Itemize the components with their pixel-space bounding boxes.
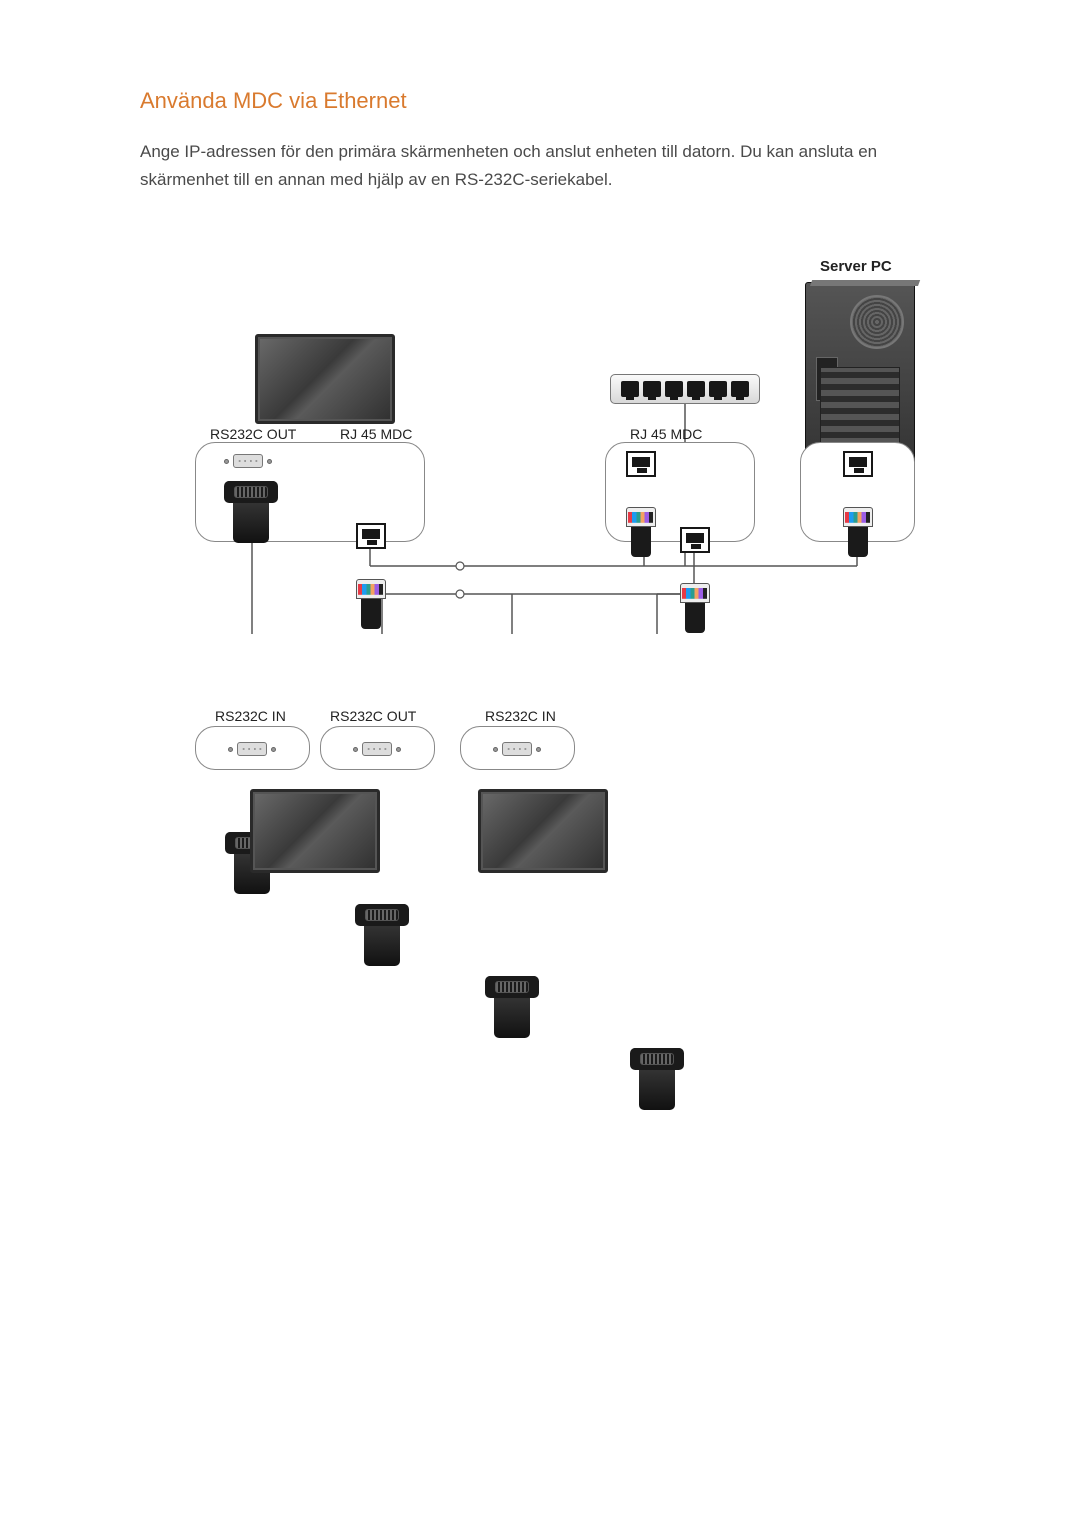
- rj45-port-icon: [843, 451, 873, 477]
- db9-port-icon: [353, 739, 401, 759]
- rj45-plug-icon: [626, 507, 656, 557]
- monitor-top-icon: [255, 334, 395, 424]
- rs232c-out-mid-label: RS232C OUT: [330, 708, 416, 724]
- port-group-e: [320, 726, 435, 770]
- db9-port-icon: [493, 739, 541, 759]
- serial-connector-icon: [630, 1048, 684, 1110]
- rj45-mdc-left-label: RJ 45 MDC: [340, 426, 412, 442]
- section-body-text: Ange IP-adressen för den primära skärmen…: [140, 138, 940, 194]
- rj45-plug-icon: [356, 579, 386, 629]
- serial-connector-icon: [485, 976, 539, 1038]
- server-pc-label: Server PC: [820, 258, 892, 275]
- db9-port-icon: [228, 739, 276, 759]
- connection-diagram: Server PC RS232C OUT RJ 45 MDC RJ 45 MDC: [160, 234, 960, 914]
- port-group-c: [800, 442, 915, 542]
- rj45-port-icon: [680, 527, 710, 553]
- port-group-d: [195, 726, 310, 770]
- rj45-mdc-right-label: RJ 45 MDC: [630, 426, 702, 442]
- serial-connector-icon: [355, 904, 409, 966]
- port-group-a: [195, 442, 425, 542]
- port-group-b: [605, 442, 755, 542]
- monitor-bottom-right-icon: [478, 789, 608, 873]
- rj45-port-icon: [356, 523, 386, 549]
- rs232c-out-top-label: RS232C OUT: [210, 426, 296, 442]
- monitor-bottom-left-icon: [250, 789, 380, 873]
- port-group-f: [460, 726, 575, 770]
- rs232c-in-right-label: RS232C IN: [485, 708, 556, 724]
- serial-connector-icon: [224, 481, 278, 543]
- db9-port-icon: [224, 451, 272, 471]
- section-heading: Använda MDC via Ethernet: [140, 88, 940, 114]
- rs232c-in-left-label: RS232C IN: [215, 708, 286, 724]
- rj45-plug-icon: [843, 507, 873, 557]
- rj45-port-icon: [626, 451, 656, 477]
- ethernet-switch-icon: [610, 374, 760, 404]
- rj45-plug-icon: [680, 583, 710, 633]
